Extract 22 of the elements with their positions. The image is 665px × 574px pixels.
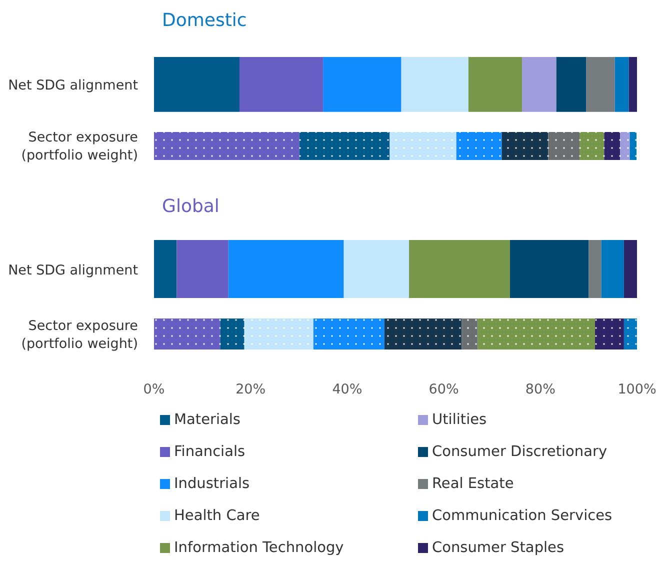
x-tick-label: 40% — [332, 382, 362, 398]
legend-label: Consumer Staples — [432, 540, 564, 556]
x-tick-label: 80% — [525, 382, 556, 398]
chart-title: Global — [162, 196, 220, 217]
y-tick-label: Sector exposure (portfolio weight) — [21, 318, 138, 352]
x-tick-label: 60% — [428, 382, 459, 398]
x-tick-label: 100% — [618, 382, 656, 398]
legend-label: Health Care — [174, 508, 260, 524]
legend-label: Industrials — [174, 476, 250, 492]
legend-label: Financials — [174, 444, 246, 460]
y-tick-label: Net SDG alignment — [8, 262, 138, 278]
x-tick-label: 0% — [143, 382, 165, 398]
legend-label: Utilities — [432, 412, 487, 428]
y-tick-label: Net SDG alignment — [8, 78, 138, 94]
x-tick-label: 20% — [236, 382, 266, 398]
legend-label: Materials — [174, 412, 240, 428]
chart-title: Domestic — [162, 10, 247, 31]
legend-label: Communication Services — [432, 508, 612, 524]
legend-label: Information Technology — [174, 540, 344, 556]
y-tick-label: Sector exposure (portfolio weight) — [21, 130, 138, 164]
legend-label: Consumer Discretionary — [432, 444, 608, 460]
legend-label: Real Estate — [432, 476, 514, 492]
